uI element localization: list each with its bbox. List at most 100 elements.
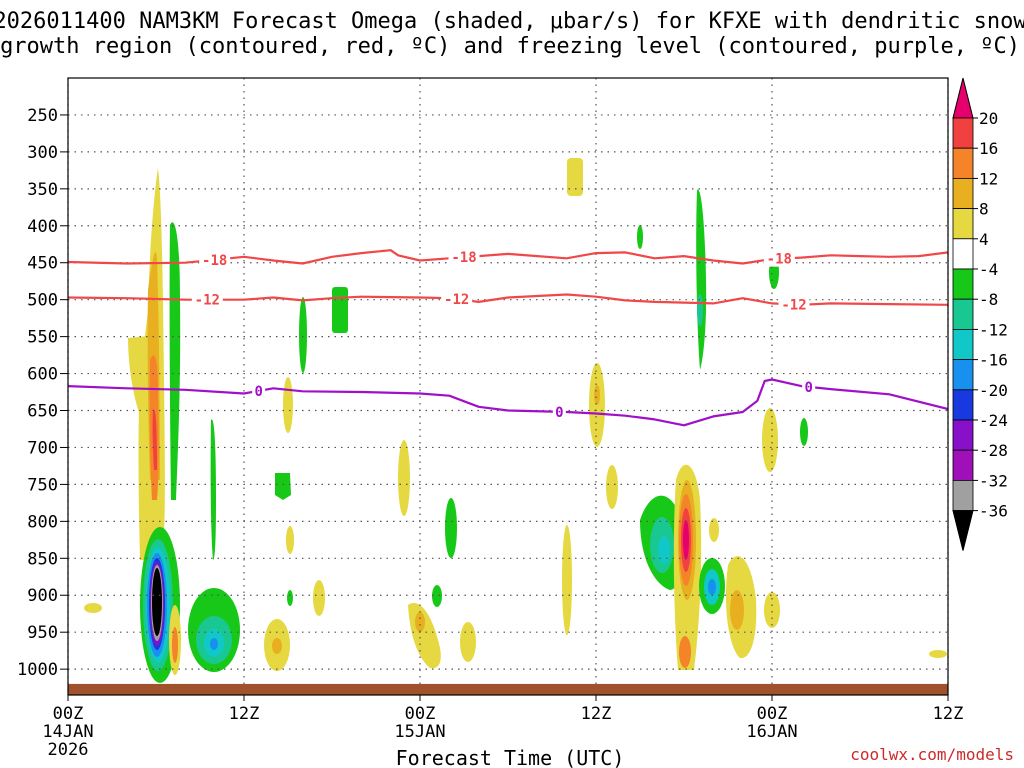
plot-frame [67,77,949,696]
y-tick-label: 950 [27,623,58,643]
y-tick-label: 900 [27,586,58,606]
colorbar-label: -4 [979,260,998,279]
y-tick-label: 750 [27,475,58,495]
omega-blob [445,498,457,558]
colorbar-bottom-arrow [952,510,974,551]
y-tick-label: 300 [27,143,58,163]
contour-label: 0 [555,405,563,421]
contour-lines: -18 -18 -18 -12 -12 -12 0 0 0 [68,249,948,427]
colorbar-swatch [952,389,974,421]
y-tick-label: 250 [27,106,58,126]
omega-blob [683,520,689,560]
omega-blob [169,222,181,500]
colorbar-top-arrow [952,77,974,119]
omega-blob [152,409,157,470]
contour-line-freezing-level [68,378,948,427]
omega-blob [398,440,410,516]
x-tick-date: 15JAN [394,722,445,742]
contour-label-bg [552,403,566,420]
y-tick-label: 600 [27,365,58,385]
omega-blob [128,336,150,425]
y-tick-label: 650 [27,402,58,422]
omega-blob [567,158,583,196]
contour-label: -18 [767,252,792,268]
x-axis-label: Forecast Time (UTC) [396,746,625,768]
colorbar-label: -20 [979,381,1008,400]
y-tick-label: 450 [27,254,58,274]
contour-label: -12 [781,297,806,313]
omega-blob [84,603,102,613]
omega-blob [172,627,178,663]
omega-blob [210,419,216,560]
colorbar-swatch [952,147,974,179]
ground-surface [68,683,948,695]
contour-label-bg [802,378,816,395]
omega-blob [679,636,691,668]
omega-blob [562,525,572,635]
contour-label-bg [441,291,473,308]
omega-blob [929,650,947,658]
colorbar-label: -8 [979,290,998,309]
x-tick-date: 16JAN [746,722,797,742]
colorbar-label: -16 [979,351,1008,370]
contour-label-bg [191,291,223,308]
colorbar-label: -36 [979,502,1008,521]
y-tick-label: 350 [27,180,58,200]
omega-blob [272,638,282,654]
omega-blob [283,377,293,433]
omega-blob [152,568,162,636]
colorbar-swatch [952,359,974,391]
omega-blob [275,473,291,500]
omega-blob [313,580,325,616]
chart-title-line1: 2026011400 NAM3KM Forecast Omega (shaded… [0,9,1024,34]
contour-label-bg [763,250,795,267]
y-tick-label: 400 [27,217,58,237]
y-tick-label: 850 [27,549,58,569]
omega-blob [287,590,293,606]
colorbar-label: -32 [979,471,1008,490]
y-tick-label: 1000 [17,660,58,680]
omega-blob [708,579,716,595]
y-tick-label: 500 [27,291,58,311]
y-axis-ticks: 250 300 350 400 450 500 550 600 650 700 750 800 850 9… [17,106,68,680]
x-tick-label: 00Z [405,704,436,724]
colorbar-label: 4 [979,230,989,249]
x-tick-year: 2026 [48,740,89,760]
y-tick-label: 700 [27,438,58,458]
x-tick-date: 14JAN [42,722,93,742]
contour-label-bg [199,251,231,268]
colorbar: 20 16 12 8 4 -4 -8 -12 -16 -20 -24 -28 -32 -36 [952,77,1008,551]
colorbar-label: -12 [979,320,1008,339]
colorbar-swatch [952,298,974,330]
contour-label: -18 [202,253,227,269]
x-tick-label: 12Z [933,704,964,724]
colorbar-swatch [952,419,974,451]
chart-title-line2: growth region (contoured, red, ºC) and f… [0,34,1020,59]
omega-blob [762,408,778,472]
colorbar-swatch [952,177,974,209]
contour-label: -12 [195,293,220,309]
omega-blob [709,518,719,542]
omega-blob [286,526,294,554]
colorbar-swatch [952,268,974,300]
omega-blob [606,465,618,509]
colorbar-label: 20 [979,109,998,128]
y-tick-label: 800 [27,512,58,532]
contour-label: 0 [804,380,812,396]
omega-blob [332,287,348,333]
omega-blob [697,294,703,326]
x-tick-label: 00Z [53,704,84,724]
omega-blob [460,622,476,662]
omega-blob [299,297,307,373]
omega-blob [415,612,425,632]
colorbar-label: 8 [979,200,989,219]
omega-shading [84,158,947,683]
colorbar-label: 12 [979,169,998,188]
contour-label-bg [778,296,810,313]
colorbar-label: -24 [979,411,1008,430]
omega-blob [764,592,780,628]
contour-label-bg [252,382,266,399]
x-tick-label: 12Z [229,704,260,724]
omega-blob [594,385,600,405]
